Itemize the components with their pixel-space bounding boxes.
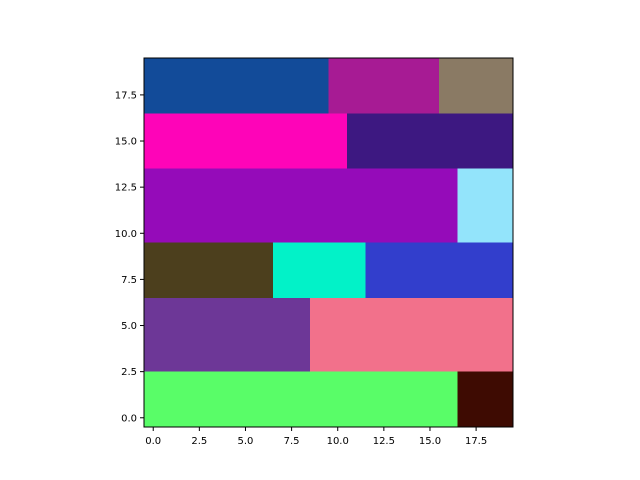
heatmap-cell-13 [144, 371, 458, 427]
heatmap-cell-7 [457, 168, 513, 243]
x-tick-label: 5.0 [238, 436, 254, 447]
heatmap-cell-4 [144, 113, 347, 169]
y-tick-label: 7.5 [121, 275, 137, 286]
x-tick-label: 17.5 [465, 436, 487, 447]
y-tick-label: 2.5 [121, 367, 137, 378]
y-tick-label: 5.0 [121, 321, 137, 332]
y-tick-label: 0.0 [121, 413, 137, 424]
x-tick-label: 7.5 [284, 436, 300, 447]
heatmap-cell-11 [144, 297, 311, 372]
heatmap-cells [144, 58, 513, 427]
y-tick-label: 12.5 [115, 183, 137, 194]
x-tick-label: 15.0 [419, 436, 441, 447]
heatmap-cell-10 [365, 242, 513, 298]
x-tick-label: 0.0 [145, 436, 161, 447]
x-axis-ticks: 0.0 2.5 5.0 7.5 10.0 12.5 15.0 17.5 [145, 427, 487, 447]
heatmap-cell-5 [346, 113, 513, 169]
y-tick-label: 15.0 [115, 137, 137, 148]
y-axis-ticks: 0.0 2.5 5.0 7.5 10.0 12.5 15.0 17.5 [115, 90, 144, 424]
heatmap-cell-2 [328, 58, 440, 114]
heatmap-cell-6 [144, 168, 458, 243]
x-tick-label: 10.0 [327, 436, 349, 447]
plot-frame [143, 57, 514, 428]
x-tick-label: 2.5 [191, 436, 207, 447]
heatmap-cell-9 [273, 242, 366, 298]
y-tick-label: 10.0 [115, 229, 137, 240]
heatmap-cell-3 [439, 58, 513, 114]
heatmap-cell-14 [457, 371, 513, 427]
heatmap-cell-8 [144, 242, 274, 298]
x-tick-label: 12.5 [373, 436, 395, 447]
y-tick-label: 17.5 [115, 90, 137, 101]
heatmap-cell-1 [144, 58, 329, 114]
heatmap-cell-12 [310, 297, 513, 372]
